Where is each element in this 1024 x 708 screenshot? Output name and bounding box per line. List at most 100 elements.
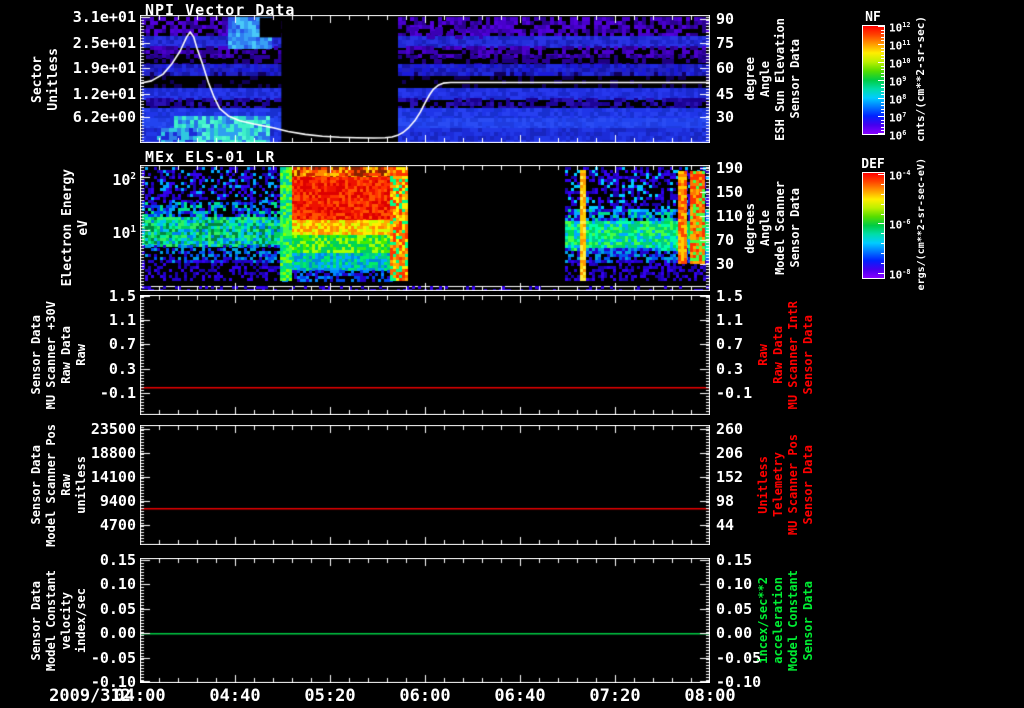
colorbar-minor-tick — [881, 105, 884, 106]
panel-2-right-tick-label: 30 — [716, 254, 735, 273]
panel-5-right-tick-label: 0.00 — [716, 624, 753, 643]
colorbar-tick-label: 10-6 — [889, 218, 911, 233]
panel-3-left-tick-label: 1.1 — [108, 311, 136, 330]
axis-label-line: Sensor Data — [788, 188, 803, 268]
colorbar-minor-tick — [881, 184, 884, 185]
axis-label-line: Telemetry — [770, 452, 785, 518]
panel-2-right-tick-label: 70 — [716, 230, 735, 249]
axis-label-line: Electron Energy — [59, 169, 75, 287]
panel-4-left-tick-label: 23500 — [90, 419, 136, 438]
colorbar-tick-mark — [878, 174, 884, 175]
panel-1-left-tick-label: 1.2e+01 — [72, 84, 136, 103]
colorbar-minor-tick — [881, 84, 884, 85]
colorbar-minor-tick — [881, 120, 884, 121]
colorbar-minor-tick — [881, 69, 884, 70]
panel-4-right-tick-label: 206 — [716, 443, 744, 462]
panel-5-plot — [140, 558, 710, 683]
colorbar-tick-label: 1010 — [889, 56, 911, 71]
colorbar-def-title: DEF — [861, 157, 885, 172]
panel-3-left-tick-label: -0.1 — [99, 384, 136, 403]
colorbar-minor-tick — [881, 40, 884, 41]
colorbar-nf-units-text: cnts/(cm**2-sr-sec) — [913, 16, 927, 142]
axis-label-line: degrees — [742, 202, 757, 254]
colorbar-def-units-text: ergs/(cm**2-sr-sec-eV) — [915, 157, 927, 291]
panel-2-title: MEx ELS-01 LR — [145, 148, 276, 166]
x-axis-tick-label: 04:40 — [209, 686, 261, 706]
panel-5-right-tick-label: 0.10 — [716, 575, 753, 594]
panel-2-right-tick-label: 110 — [716, 206, 744, 225]
panel-4-left-axis-label: Sensor Data Model Scanner Pos Raw unitless — [29, 424, 89, 547]
colorbar-minor-tick — [881, 243, 884, 244]
x-axis-tick-label: 04:00 — [114, 686, 166, 706]
panel-5-left-tick-label: 0.15 — [99, 551, 136, 569]
panel-3-left-axis-label: Sensor Data MU Scanner +30V Raw Data Raw — [28, 295, 89, 415]
colorbar-def — [862, 172, 885, 279]
axis-label-line: Raw Data — [59, 326, 73, 384]
panel-5-left-tick-label: -0.05 — [90, 648, 136, 667]
x-axis-tick-label: 05:20 — [304, 686, 356, 706]
panel-1-right-tick-label: 75 — [716, 33, 735, 52]
panel-5-left-tick-label: 0.05 — [99, 599, 136, 618]
panel-4-left-tick-label: 14100 — [90, 467, 136, 486]
colorbar-tick-label: 109 — [889, 75, 907, 89]
panel-4-right-tick-label: 98 — [716, 491, 735, 510]
panel-1-left-tick-label: 6.2e+00 — [72, 107, 136, 126]
panel-5-right-tick-label: 0.05 — [716, 599, 753, 618]
colorbar-minor-tick — [881, 214, 884, 215]
axis-label-line: MU Scanner IntR — [786, 300, 800, 410]
panel-4-right-tick-label: 260 — [716, 419, 744, 438]
colorbar-tick-mark — [878, 116, 884, 117]
colorbar-minor-tick — [881, 204, 884, 205]
panel-3-plot — [140, 295, 710, 415]
panel-5-right-tick-label: -0.10 — [716, 673, 762, 691]
axis-label-line: Sensor Data — [801, 580, 816, 661]
colorbar-minor-tick — [881, 109, 884, 110]
colorbar-tick-mark — [878, 133, 884, 134]
colorbar-minor-tick — [881, 48, 884, 49]
axis-label-line: Unitless — [46, 47, 61, 111]
axis-label-line: Sensor Data — [28, 580, 43, 661]
x-axis-tick-label: 06:00 — [399, 686, 451, 706]
colorbar-minor-tick — [881, 51, 884, 52]
colorbar-minor-tick — [881, 233, 884, 234]
panel-3-left-tick-label: 0.3 — [108, 359, 136, 378]
colorbar-minor-tick — [881, 37, 884, 38]
panel-1-right-tick-label: 90 — [716, 9, 735, 28]
colorbar-minor-tick — [881, 127, 884, 128]
colorbar-minor-tick — [881, 58, 884, 59]
colorbar-minor-tick — [881, 94, 884, 95]
colorbar-minor-tick — [881, 55, 884, 56]
axis-label-line: acceleration — [770, 577, 785, 664]
panel-5-left-axis-label: Sensor Data Model Constant velocity index/s… — [28, 558, 89, 683]
colorbar-minor-tick — [881, 123, 884, 124]
x-axis-tick-label: 07:20 — [589, 686, 641, 706]
colorbar-minor-tick — [881, 87, 884, 88]
panel-3-right-tick-label: 0.3 — [716, 359, 744, 378]
axis-label-line: Raw — [755, 344, 770, 366]
axis-label-line: MU Scanner +30V — [43, 300, 58, 410]
panel-4-left-tick-label: 18800 — [90, 443, 136, 462]
panel-4-right-tick-label: 152 — [716, 467, 744, 486]
panel-2-left-tick-label: 101 — [112, 224, 136, 243]
colorbar-minor-tick — [881, 263, 884, 264]
panel-2-right-tick-label: 150 — [716, 182, 744, 201]
colorbar-minor-tick — [881, 33, 884, 34]
panel-1-right-tick-label: 60 — [716, 59, 735, 78]
colorbar-tick-mark — [878, 273, 884, 274]
axis-label-line: Sensor Data — [28, 315, 43, 395]
panel-4-right-tick-label: 44 — [716, 515, 735, 534]
panel-3-left-tick-label: 0.7 — [108, 335, 136, 354]
panel-2-left-axis-label: Electron Energy eV — [56, 165, 96, 291]
panel-2-right-tick-label: 190 — [716, 159, 744, 178]
axis-label-line: velocity — [59, 591, 73, 650]
panel-4-left-tick-label: 4700 — [99, 515, 136, 534]
colorbar-def-units: ergs/(cm**2-sr-sec-eV) — [910, 158, 932, 290]
colorbar-minor-tick — [881, 102, 884, 103]
colorbar-tick-mark — [878, 62, 884, 63]
panel-2-plot — [140, 165, 710, 291]
panel-3-left-tick-label: 1.5 — [108, 286, 136, 305]
axis-label-line: degree — [742, 57, 757, 101]
axis-label-line: MU Scanner Pos — [786, 434, 800, 536]
colorbar-minor-tick — [881, 30, 884, 31]
